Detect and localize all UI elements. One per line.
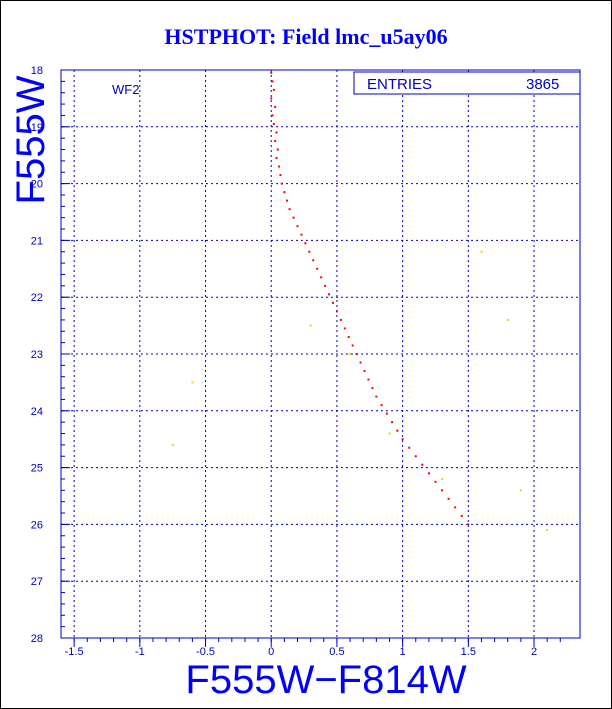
data-point <box>343 327 346 330</box>
y-tick-label: 18 <box>31 65 43 77</box>
x-tick-label: 1.5 <box>461 646 476 658</box>
data-point <box>460 514 463 517</box>
y-tick-label: 27 <box>31 576 43 588</box>
data-point <box>270 71 273 74</box>
data-point <box>312 259 315 262</box>
y-tick-label: 25 <box>31 463 43 475</box>
data-point <box>480 250 483 253</box>
data-point <box>363 370 366 373</box>
stats-value: 3865 <box>526 76 559 93</box>
x-tick-label: 0.5 <box>329 646 344 658</box>
chart-title: HSTPHOT: Field lmc_u5ay06 <box>164 24 448 49</box>
data-point <box>506 318 509 321</box>
data-point <box>308 250 311 253</box>
x-tick-label: 0 <box>268 646 274 658</box>
data-point <box>349 353 352 355</box>
data-point <box>288 208 291 211</box>
grid-lines <box>61 69 580 639</box>
data-point <box>351 344 354 347</box>
data-point <box>280 182 283 185</box>
y-tick-label: 21 <box>31 235 43 247</box>
data-point <box>304 242 307 245</box>
y-tick-label: 19 <box>31 122 43 134</box>
data-point <box>275 157 278 160</box>
data-point <box>396 429 399 432</box>
data-point <box>285 199 288 202</box>
data-point <box>191 381 194 384</box>
data-point <box>320 276 323 279</box>
data-point <box>271 80 274 83</box>
data-point <box>279 174 282 177</box>
data-point <box>375 395 378 398</box>
y-tick-label: 28 <box>31 633 43 645</box>
data-point <box>274 105 277 108</box>
data-point <box>316 267 319 270</box>
data-point <box>367 378 370 381</box>
data-point <box>171 443 174 446</box>
x-tick-label: 1 <box>400 646 406 658</box>
data-point <box>278 165 281 168</box>
data-point <box>441 489 444 492</box>
tick-labels: -1.5 -1 -0.5 0 0.5 1 1.5 2 18 19 20 21 22 23 24 25 26 27 2… <box>31 65 537 658</box>
x-tick-label: -1.5 <box>65 646 84 658</box>
data-point <box>385 412 388 415</box>
data-point <box>414 455 417 458</box>
data-point <box>434 480 437 483</box>
y-tick-label: 23 <box>31 349 43 361</box>
data-point <box>391 421 394 424</box>
data-point <box>421 463 424 466</box>
axis-ticks <box>61 69 561 647</box>
data-point <box>276 148 279 151</box>
y-tick-label: 24 <box>31 406 43 418</box>
data-point <box>270 97 273 100</box>
x-axis-label: F555W−F814W <box>185 658 466 702</box>
data-point <box>447 497 450 500</box>
data-point <box>454 506 457 509</box>
data-point <box>331 301 334 304</box>
stats-box: ENTRIES 3865 <box>353 71 581 95</box>
data-point <box>292 216 295 219</box>
data-point <box>355 353 358 355</box>
x-tick-label: -1 <box>135 646 145 658</box>
data-point <box>335 310 338 313</box>
y-tick-label: 26 <box>31 519 43 531</box>
y-tick-label: 22 <box>31 292 43 304</box>
panel-label: WF2 <box>112 82 139 97</box>
data-point <box>347 335 350 338</box>
data-point <box>272 122 275 125</box>
data-point <box>519 489 522 492</box>
data-point <box>401 438 404 441</box>
x-tick-label: -0.5 <box>196 646 215 658</box>
data-point <box>408 446 411 449</box>
data-point <box>380 404 383 407</box>
data-point <box>300 233 303 236</box>
data-point <box>271 114 274 117</box>
data-point <box>296 225 299 228</box>
stats-label: ENTRIES <box>367 76 432 93</box>
data-point <box>388 432 391 435</box>
data-point <box>274 140 277 142</box>
data-point <box>427 472 430 475</box>
data-point <box>371 387 374 390</box>
y-axis-label: F555W <box>9 75 53 204</box>
data-point <box>309 324 312 327</box>
x-tick-label: 2 <box>531 646 537 658</box>
data-point <box>546 529 549 532</box>
scatter-points <box>171 71 549 532</box>
y-tick-label: 20 <box>31 179 43 191</box>
data-point <box>441 477 444 480</box>
data-point <box>283 191 286 194</box>
data-point <box>467 523 470 526</box>
data-point <box>339 318 342 321</box>
data-point <box>328 293 331 296</box>
data-point <box>359 361 362 364</box>
data-point <box>272 88 275 91</box>
data-point <box>324 284 327 287</box>
data-point <box>275 131 278 134</box>
